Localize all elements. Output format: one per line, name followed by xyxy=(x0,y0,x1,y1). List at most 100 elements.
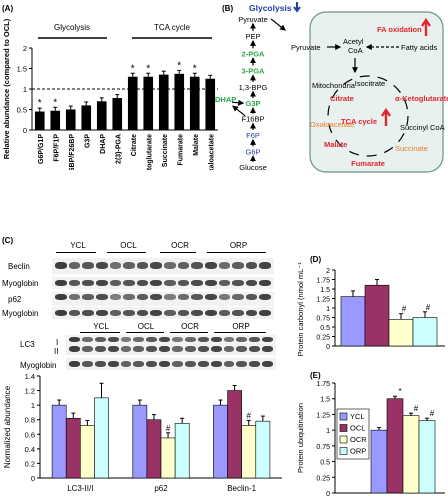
y-tick-label: 0.25 xyxy=(316,335,330,342)
blot-group-lower-ocl: OCL xyxy=(137,322,155,331)
blot-band xyxy=(204,310,217,316)
blot-band xyxy=(95,310,108,316)
group-label-glycolysis: Glycolysis xyxy=(54,23,90,32)
blot-band xyxy=(245,280,258,286)
blot-band xyxy=(232,280,244,286)
y-axis-label: Protein carbonyl (nmol mL⁻¹) xyxy=(296,262,305,356)
blot-band xyxy=(223,337,235,342)
blot-band xyxy=(82,280,94,286)
blot-band xyxy=(184,337,196,342)
dhap-arrow-2 xyxy=(232,105,246,117)
blot-label-lc3-ii: II xyxy=(54,347,59,356)
mito-pyruvate: Pyruvate xyxy=(291,43,321,52)
blot-band xyxy=(249,337,261,342)
blot-band xyxy=(218,294,231,300)
bar-ocl xyxy=(386,398,404,494)
blot-band xyxy=(236,346,248,352)
y-tick-label: 0.25 xyxy=(316,475,330,482)
blot-band xyxy=(69,337,80,342)
blot-band xyxy=(95,262,108,269)
panel-c-label: (C) xyxy=(2,236,14,245)
blot-band xyxy=(136,262,149,269)
blot-band xyxy=(245,294,258,300)
mitochondria-label: Mitochondria xyxy=(312,81,356,90)
y-tick-label: 0.5 xyxy=(17,106,27,115)
blot-band xyxy=(68,262,81,269)
blot-band xyxy=(146,361,158,367)
blot-myoglobin-1 xyxy=(52,277,274,289)
blot-band xyxy=(107,346,119,352)
up-arrow-icon xyxy=(421,17,431,36)
blot-band xyxy=(184,361,196,367)
tca-node-6: Malate xyxy=(324,140,347,149)
blot-band xyxy=(81,361,93,367)
blot-band xyxy=(68,280,81,286)
bar-10 xyxy=(189,76,200,130)
x-tick-label: F16BP/F26BP xyxy=(69,134,76,170)
glycolysis-step-2: 2-PGA xyxy=(242,49,266,58)
bar-ycl xyxy=(370,429,388,494)
blot-beclin xyxy=(52,258,274,274)
blot-band xyxy=(232,262,244,269)
glycolysis-step-1: PEP xyxy=(245,32,260,41)
blot-label-lc3-i: I xyxy=(56,338,59,347)
bar-2 xyxy=(65,109,76,130)
blot-band xyxy=(109,262,122,269)
blot-group-underline xyxy=(107,252,146,253)
y-tick-label: 0 xyxy=(326,491,330,498)
blot-band xyxy=(177,280,190,286)
tca-node-2: α-Ketoglutarate xyxy=(395,94,448,103)
blot-band xyxy=(191,262,203,269)
blot-band xyxy=(120,346,132,352)
blot-label-myoglobin-1: Myoglobin xyxy=(2,279,39,288)
x-tick-label: Oxaloacetate xyxy=(208,134,215,170)
y-tick-label: 1.5 xyxy=(320,287,330,294)
tca-node-1: Citrate xyxy=(330,94,354,103)
panel-b-label: (B) xyxy=(222,4,234,13)
panel-a-label: (A) xyxy=(2,4,14,13)
bar-ocr xyxy=(402,415,420,494)
blot-band xyxy=(55,310,67,316)
y-tick-label: 0.2 xyxy=(25,459,35,468)
blot-group-orp: ORP xyxy=(229,241,248,250)
glycolysis-step-5: G3P xyxy=(245,99,260,108)
dhap-arrow xyxy=(231,99,245,106)
blot-group-lower-ycl: YCL xyxy=(93,322,109,331)
bar-ocl xyxy=(65,417,81,479)
bar-7 xyxy=(143,76,154,130)
blot-myoglobin-2 xyxy=(52,307,274,319)
significance-mark: # xyxy=(402,305,407,314)
blot-band xyxy=(123,262,135,269)
significance-mark: # xyxy=(414,404,419,413)
blot-band xyxy=(249,346,261,352)
blot-band xyxy=(150,280,162,286)
significance-mark: # xyxy=(246,411,251,420)
x-tick-label: Succinate xyxy=(162,134,169,167)
blot-band xyxy=(107,337,119,342)
x-tick-label: Malate xyxy=(193,134,200,156)
blot-band xyxy=(120,337,132,342)
blot-label-p62: p62 xyxy=(8,295,22,304)
blot-band xyxy=(245,262,258,269)
bar-ycl xyxy=(51,404,67,479)
bar-3 xyxy=(81,105,92,130)
glycolysis-step-0: Pyruvate xyxy=(238,15,268,24)
bar-1 xyxy=(50,110,61,130)
blot-band xyxy=(164,262,176,269)
y-tick-label: 0.5 xyxy=(320,325,330,332)
blot-band xyxy=(150,262,162,269)
blot-band xyxy=(95,294,108,300)
blot-band xyxy=(223,361,235,367)
blot-group-underline xyxy=(170,332,208,333)
blot-band xyxy=(159,361,170,367)
blot-group-ycl: YCL xyxy=(70,241,86,250)
blot-band xyxy=(94,361,106,367)
blot-band xyxy=(55,280,67,286)
panel-d-chart: 0 0.25 0.5 0.75 1 1.25 1.5 1.75 2 Protein carbony… xyxy=(296,262,445,356)
legend-swatch-orp xyxy=(339,447,348,455)
y-tick-label: 0 xyxy=(31,474,35,483)
blot-band xyxy=(81,346,93,352)
blot-band xyxy=(232,310,244,316)
bar-ocr xyxy=(388,319,414,347)
blot-band xyxy=(150,310,162,316)
